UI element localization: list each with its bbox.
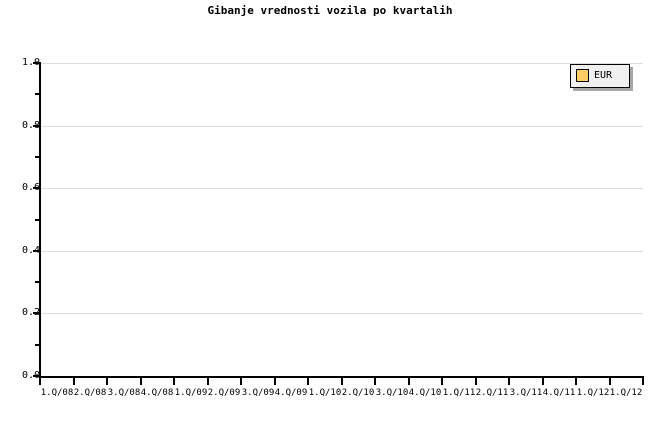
plot-area <box>40 63 643 376</box>
x-tick <box>475 378 477 385</box>
y-tick-major <box>33 312 40 314</box>
x-tick <box>508 378 510 385</box>
x-axis-label: 1.Q/09 <box>174 388 208 398</box>
x-tick <box>642 378 644 385</box>
legend[interactable]: EUR <box>570 64 630 88</box>
y-axis-label: 0.6 <box>21 182 40 193</box>
y-axis-label: 0.0 <box>21 370 40 381</box>
gridline <box>40 63 643 64</box>
x-tick <box>140 378 142 385</box>
x-tick <box>542 378 544 385</box>
x-tick <box>575 378 577 385</box>
x-axis-label: 3.Q/09 <box>241 388 275 398</box>
series-layer <box>40 63 643 376</box>
x-axis-label: 1.Q/11 <box>442 388 476 398</box>
x-axis-label: 1.Q/12 <box>576 388 610 398</box>
gridline <box>40 126 643 127</box>
y-axis-label: 0.8 <box>21 120 40 131</box>
x-tick <box>207 378 209 385</box>
legend-entry-eur[interactable]: EUR <box>576 69 612 82</box>
x-axis-label: 3.Q/11 <box>509 388 543 398</box>
y-axis: 0.0 0.2 0.4 0.6 0.8 1.0 <box>0 0 40 440</box>
x-tick <box>39 378 41 385</box>
gridline <box>40 313 643 314</box>
x-tick <box>274 378 276 385</box>
x-axis-label: 4.Q/11 <box>542 388 576 398</box>
y-tick-minor <box>35 93 40 95</box>
y-tick-major <box>33 125 40 127</box>
chart-title: Gibanje vrednosti vozila po kvartalih <box>207 4 453 17</box>
x-axis-line <box>39 376 644 378</box>
y-axis-line <box>39 62 41 378</box>
x-tick <box>609 378 611 385</box>
x-tick <box>73 378 75 385</box>
y-tick-major <box>33 62 40 64</box>
x-axis-label: 4.Q/10 <box>408 388 442 398</box>
y-tick-minor <box>35 156 40 158</box>
x-axis-label: 1.Q/08 <box>40 388 74 398</box>
x-tick <box>374 378 376 385</box>
x-axis-label: 4.Q/09 <box>274 388 308 398</box>
x-axis-label: 1.Q/10 <box>308 388 342 398</box>
x-axis-label: 2.Q/10 <box>341 388 375 398</box>
x-tick <box>441 378 443 385</box>
gridline <box>40 251 643 252</box>
x-tick <box>240 378 242 385</box>
y-tick-major <box>33 375 40 377</box>
x-axis-label: 3.Q/10 <box>375 388 409 398</box>
y-tick-minor <box>35 219 40 221</box>
y-axis-label: 0.4 <box>21 245 40 256</box>
x-axis-label: 2.Q/09 <box>207 388 241 398</box>
x-axis-label: 3.Q/08 <box>107 388 141 398</box>
x-tick <box>173 378 175 385</box>
x-tick <box>341 378 343 385</box>
legend-label: EUR <box>594 70 613 81</box>
y-axis-label: 0.2 <box>21 307 40 318</box>
y-tick-minor <box>35 281 40 283</box>
x-axis-label: 4.Q/08 <box>140 388 174 398</box>
gridline <box>40 188 643 189</box>
x-axis-label: 1.Q/12 <box>609 388 643 398</box>
x-tick <box>106 378 108 385</box>
y-tick-major <box>33 250 40 252</box>
x-tick <box>408 378 410 385</box>
y-axis-label: 1.0 <box>21 57 40 68</box>
y-tick-minor <box>35 344 40 346</box>
y-tick-major <box>33 187 40 189</box>
x-tick <box>307 378 309 385</box>
x-axis-label: 2.Q/08 <box>73 388 107 398</box>
legend-swatch-icon <box>576 69 589 82</box>
x-axis-label: 2.Q/11 <box>475 388 509 398</box>
